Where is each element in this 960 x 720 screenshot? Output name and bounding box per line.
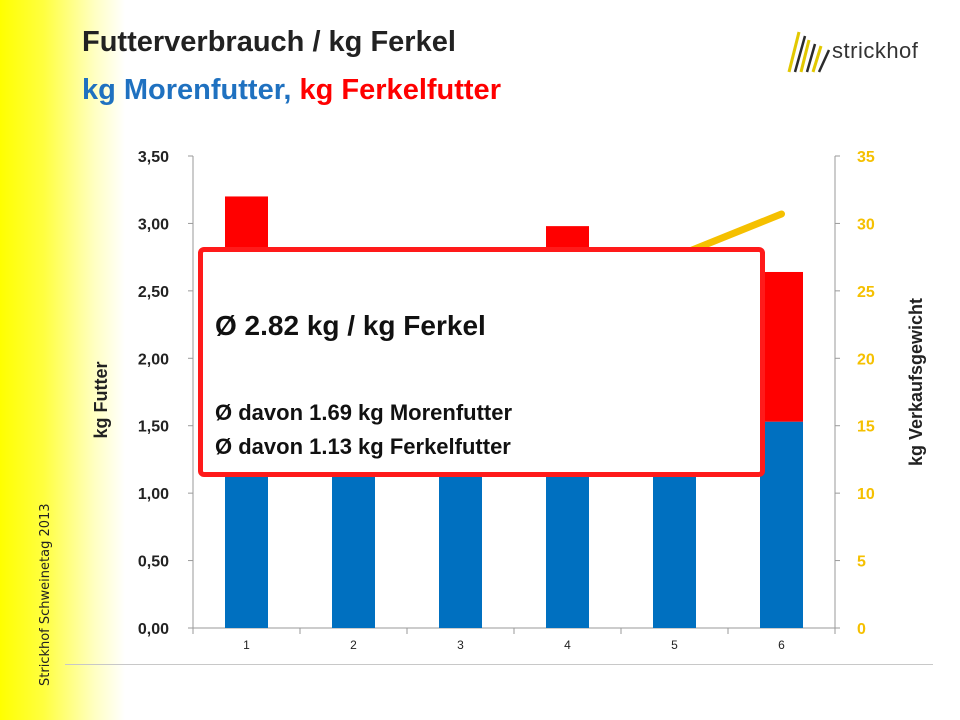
y-tick-label: 3,00 <box>138 216 169 233</box>
y2-tick-label: 15 <box>857 419 875 436</box>
side-gradient-bar <box>0 0 125 720</box>
strickhof-logo-icon <box>787 31 831 73</box>
slide-title: Futterverbrauch / kg Ferkel <box>82 26 456 58</box>
callout-average-morenfutter: Ø davon 1.69 kg Morenfutter <box>215 400 513 425</box>
bar-morenfutter <box>760 421 803 628</box>
callout-average-ferkelfutter: Ø davon 1.13 kg Ferkelfutter <box>215 434 511 459</box>
x-tick-label: 6 <box>778 638 785 652</box>
y2-tick-label: 20 <box>857 351 875 368</box>
logo-wordmark: strickhof <box>832 38 919 63</box>
y2-tick-label: 25 <box>857 284 875 301</box>
x-tick-label: 5 <box>671 638 678 652</box>
x-tick-label: 1 <box>243 638 250 652</box>
strickhof-logo: strickhof <box>785 24 935 76</box>
average-callout-box: Ø 2.82 kg / kg Ferkel Ø davon 1.69 kg Mo… <box>198 247 765 477</box>
y-tick-label: 2,50 <box>138 284 169 301</box>
slide-subtitle: kg Morenfutter, kg Ferkelfutter <box>82 74 501 107</box>
y2-tick-label: 10 <box>857 486 875 503</box>
x-tick-label: 3 <box>457 638 464 652</box>
subtitle-morenfutter: kg Morenfutter, <box>82 74 292 106</box>
y-tick-label: 1,50 <box>138 419 169 436</box>
y-tick-label: 0,00 <box>138 621 169 638</box>
x-tick-label: 4 <box>564 638 571 652</box>
callout-average-total: Ø 2.82 kg / kg Ferkel <box>215 310 486 341</box>
y-axis-title: kg Futter <box>91 361 111 438</box>
y-tick-label: 3,50 <box>138 149 169 166</box>
y-tick-label: 1,00 <box>138 486 169 503</box>
y2-tick-label: 5 <box>857 554 866 571</box>
y2-tick-label: 30 <box>857 216 875 233</box>
y-tick-label: 0,50 <box>138 554 169 571</box>
footer-divider <box>65 664 933 665</box>
subtitle-ferkelfutter: kg Ferkelfutter <box>299 74 501 106</box>
y-tick-label: 2,00 <box>138 351 169 368</box>
bar-ferkelfutter <box>760 271 803 422</box>
y2-tick-label: 0 <box>857 621 866 638</box>
y2-axis-title: kg Verkaufsgewicht <box>906 298 926 466</box>
x-tick-label: 2 <box>350 638 357 652</box>
y2-tick-label: 35 <box>857 149 875 166</box>
